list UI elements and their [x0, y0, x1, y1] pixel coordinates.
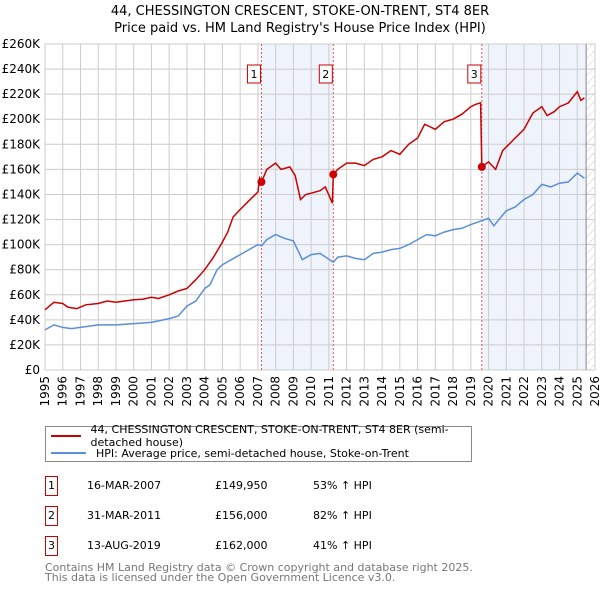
x-tick-label: 2003: [180, 376, 194, 407]
x-tick-label: 2002: [162, 376, 176, 407]
sale-number-badge: 2: [45, 506, 58, 526]
shaded-period: [481, 44, 587, 370]
legend: 44, CHESSINGTON CRESCENT, STOKE-ON-TRENT…: [45, 423, 472, 462]
x-tick-label: 2018: [446, 376, 460, 407]
legend-item-property: 44, CHESSINGTON CRESCENT, STOKE-ON-TRENT…: [51, 423, 471, 449]
sale-row: 3 13-AUG-2019 £162,000 41% ↑ HPI: [45, 536, 445, 556]
y-tick-label: £260K: [2, 37, 42, 51]
x-tick-label: 2022: [517, 376, 531, 407]
x-tick-label: 2020: [482, 376, 496, 407]
y-tick-label: £220K: [2, 87, 42, 101]
x-tick-label: 1995: [38, 376, 52, 407]
x-tick-label: 2024: [553, 376, 567, 407]
sale-label-box: [246, 64, 261, 84]
x-tick-label: 2006: [233, 376, 247, 407]
property-line: [44, 90, 585, 311]
y-tick-label: £40K: [9, 313, 41, 327]
x-tick-label: 2010: [304, 376, 318, 407]
legend-swatch-hpi: [51, 452, 86, 454]
footer: Contains HM Land Registry data © Crown c…: [45, 561, 473, 584]
x-tick-label: 2001: [144, 376, 158, 407]
legend-label-property: 44, CHESSINGTON CRESCENT, STOKE-ON-TRENT…: [90, 423, 449, 449]
footer-copyright: Contains HM Land Registry data © Crown c…: [45, 561, 473, 574]
sale-label-box: [318, 64, 333, 84]
sale-date: 31-MAR-2011: [87, 509, 162, 522]
sale-row: 1 16-MAR-2007 £149,950 53% ↑ HPI: [45, 476, 445, 496]
sale-price: £149,950: [215, 479, 268, 492]
y-tick-label: £100K: [2, 238, 42, 252]
sale-label: 3: [471, 68, 478, 81]
sale-label-box: [467, 64, 482, 84]
sale-point: [329, 170, 338, 179]
x-tick-label: 2012: [340, 376, 354, 407]
x-tick-label: 2007: [251, 376, 265, 407]
legend-swatch-property: [51, 435, 81, 437]
y-tick-label: £20K: [9, 338, 41, 352]
y-tick-label: £60K: [9, 288, 41, 302]
x-tick-label: 2011: [322, 376, 336, 407]
sale-date: 16-MAR-2007: [87, 479, 162, 492]
sale-number-badge: 3: [45, 536, 58, 556]
y-tick-label: £0: [25, 363, 40, 377]
y-tick-label: £120K: [2, 213, 42, 227]
x-tick-label: 1997: [73, 376, 87, 407]
x-tick-label: 2025: [570, 376, 584, 407]
x-tick-label: 2014: [375, 376, 389, 407]
sale-number-badge: 1: [45, 476, 58, 496]
sale-label: 2: [322, 68, 329, 81]
sale-price: £156,000: [215, 509, 268, 522]
y-tick-label: £80K: [9, 263, 41, 277]
y-tick-label: £140K: [2, 187, 42, 201]
x-tick-label: 2016: [411, 376, 425, 407]
x-tick-label: 1996: [56, 376, 70, 407]
sale-point: [477, 162, 486, 171]
legend-item-hpi: HPI: Average price, semi-detached house,…: [51, 445, 409, 461]
future-hatch: [586, 44, 595, 370]
x-tick-label: 2019: [464, 376, 478, 407]
sale-hpi-change: 41% ↑ HPI: [313, 539, 372, 552]
price-chart: 1995 1996 1997 1998 1999 2000 2001 2002 2003 2004…: [2, 37, 600, 407]
legend-label-hpi: HPI: Average price, semi-detached house,…: [96, 446, 409, 460]
hpi-line: [44, 172, 585, 331]
sale-price: £162,000: [215, 539, 268, 552]
x-tick-label: 1998: [91, 376, 105, 407]
x-tick-label: 2017: [428, 376, 442, 407]
x-tick-label: 2004: [198, 376, 212, 407]
footer-licence: This data is licensed under the Open Gov…: [45, 571, 396, 584]
x-tick-label: 1999: [109, 376, 123, 407]
shaded-period: [261, 44, 334, 370]
sale-label: 1: [250, 68, 257, 81]
x-tick-label: 2013: [357, 376, 371, 407]
x-tick-label: 2023: [535, 376, 549, 407]
x-tick-label: 2009: [286, 376, 300, 407]
x-tick-label: 2026: [588, 376, 600, 407]
sale-hpi-change: 82% ↑ HPI: [313, 509, 372, 522]
y-tick-label: £160K: [2, 162, 42, 176]
y-tick-label: £200K: [2, 112, 42, 126]
y-tick-label: £240K: [2, 62, 42, 76]
x-tick-label: 2008: [269, 376, 283, 407]
x-tick-label: 2005: [215, 376, 229, 407]
x-tick-label: 2015: [393, 376, 407, 407]
chart-subtitle: Price paid vs. HM Land Registry's House …: [114, 21, 486, 36]
x-tick-label: 2021: [499, 376, 513, 407]
y-tick-label: £180K: [2, 137, 42, 151]
x-tick-label: 2000: [127, 376, 141, 407]
sale-row: 2 31-MAR-2011 £156,000 82% ↑ HPI: [45, 506, 445, 526]
sale-hpi-change: 53% ↑ HPI: [313, 479, 372, 492]
chart-title: 44, CHESSINGTON CRESCENT, STOKE-ON-TRENT…: [110, 4, 490, 19]
sale-point: [257, 177, 266, 186]
sale-date: 13-AUG-2019: [87, 539, 161, 552]
